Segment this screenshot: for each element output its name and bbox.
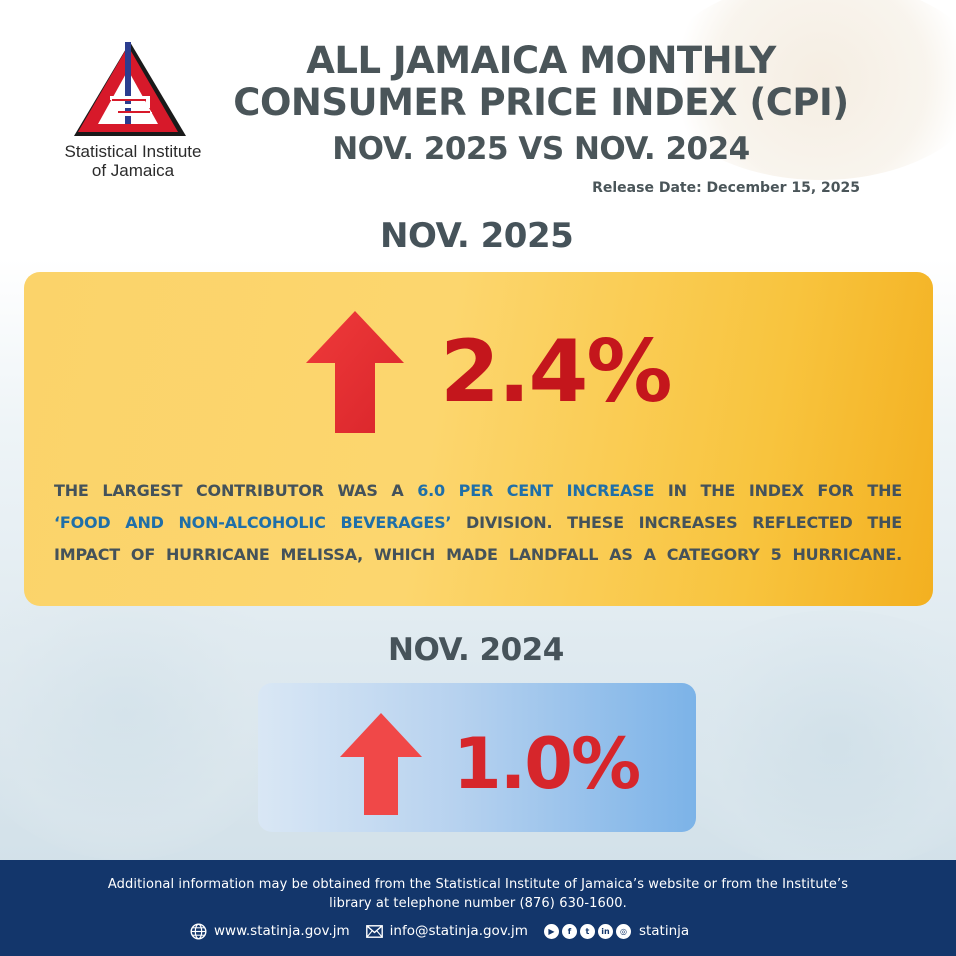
- footer-note: Additional information may be obtained f…: [40, 875, 916, 913]
- email-text: info@statinja.gov.jm: [389, 923, 528, 939]
- current-period-label: NOV. 2025: [380, 216, 574, 256]
- previous-cpi-card: [258, 683, 696, 832]
- up-arrow-icon: [340, 713, 422, 819]
- youtube-icon[interactable]: ▶: [543, 923, 559, 939]
- social-handle[interactable]: statinja: [638, 923, 690, 939]
- email-link[interactable]: info@statinja.gov.jm: [365, 923, 528, 939]
- release-date: Release Date: December 15, 2025: [592, 180, 860, 196]
- title-line2: CONSUMER PRICE INDEX (CPI): [233, 81, 849, 124]
- current-cpi-change: 2.4%: [440, 322, 673, 422]
- title-line3: NOV. 2025 VS NOV. 2024: [332, 131, 750, 167]
- mail-icon: [365, 924, 383, 938]
- background-decoration-left: [0, 560, 290, 860]
- title-line1: ALL JAMAICA MONTHLY: [306, 39, 776, 82]
- website-link[interactable]: www.statinja.gov.jm: [190, 922, 350, 940]
- footer-contacts: www.statinja.gov.jm info@statinja.gov.jm…: [190, 921, 689, 941]
- description-highlight-increase: 6.0 PER CENT INCREASE: [417, 481, 655, 500]
- footer: Additional information may be obtained f…: [0, 860, 956, 956]
- globe-icon: [190, 922, 207, 940]
- logo-text-line2: of Jamaica: [91, 161, 175, 180]
- statin-logo-icon: [74, 42, 186, 136]
- footer-note-line2: library at telephone number (876) 630-16…: [329, 896, 627, 911]
- instagram-icon[interactable]: ◎: [615, 923, 631, 939]
- footer-note-line1: Additional information may be obtained f…: [107, 877, 849, 892]
- background-decoration-top-right: [656, 0, 956, 180]
- current-cpi-description: THE LARGEST CONTRIBUTOR WAS A 6.0 PER CE…: [54, 475, 902, 571]
- facebook-icon[interactable]: f: [561, 923, 577, 939]
- current-cpi-card: [24, 272, 933, 606]
- linkedin-icon[interactable]: in: [597, 923, 613, 939]
- logo-text-line1: Statistical Institute: [64, 142, 202, 161]
- description-line3: IMPACT OF HURRICANE MELISSA, WHICH MADE …: [54, 545, 902, 564]
- statin-logo: Statistical Institute of Jamaica: [44, 40, 222, 180]
- background-decoration-right: [656, 610, 956, 870]
- up-arrow-icon: [306, 311, 404, 437]
- previous-period-label: NOV. 2024: [388, 632, 564, 668]
- description-highlight-division: ‘FOOD AND NON-ALCOHOLIC BEVERAGES’: [54, 513, 452, 532]
- twitter-icon[interactable]: t: [579, 923, 595, 939]
- page-title: ALL JAMAICA MONTHLY CONSUMER PRICE INDEX…: [226, 40, 856, 168]
- previous-cpi-change: 1.0%: [453, 723, 641, 805]
- website-text: www.statinja.gov.jm: [214, 923, 350, 939]
- description-line1: THE LARGEST CONTRIBUTOR WAS A 6.0 PER CE…: [54, 481, 902, 500]
- social-links: ▶ f t in ◎ statinja: [543, 923, 690, 939]
- description-line2: ‘FOOD AND NON-ALCOHOLIC BEVERAGES’ DIVIS…: [54, 513, 903, 532]
